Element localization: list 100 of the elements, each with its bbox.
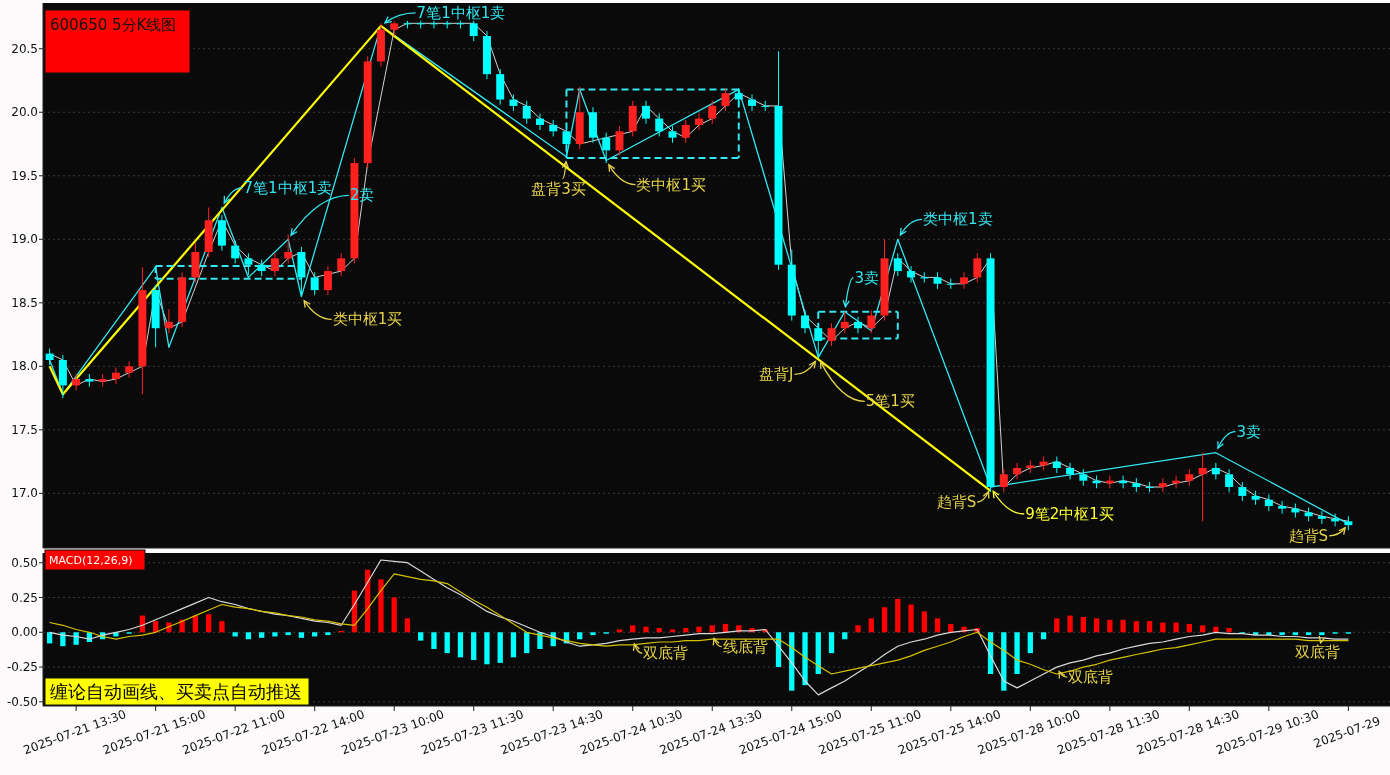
annotation: 双底背 — [643, 644, 689, 663]
candlestick — [761, 100, 770, 112]
annotation: 类中枢1买 — [332, 310, 403, 329]
candlestick — [1238, 481, 1247, 502]
y-tick-label: 19.0 — [11, 232, 38, 247]
annotation: 3卖 — [854, 268, 880, 287]
bar — [1146, 621, 1153, 633]
y-tick-label: -0.25 — [6, 660, 38, 675]
bar — [1133, 621, 1139, 633]
chart-title: MACD(12,26,9) — [49, 554, 133, 567]
bar — [232, 632, 238, 637]
text: 600650 5分K线图 — [50, 16, 177, 34]
candlestick — [535, 113, 544, 131]
candlestick — [1225, 468, 1234, 493]
candlestick — [429, 20, 438, 29]
bar — [510, 632, 517, 658]
bar — [1292, 632, 1299, 636]
candlestick — [867, 309, 876, 334]
bar — [1120, 619, 1126, 633]
candlestick — [164, 308, 173, 334]
bar — [259, 632, 265, 638]
bar — [272, 632, 278, 637]
candlestick — [748, 93, 756, 112]
bar — [1199, 625, 1206, 633]
bar — [1319, 632, 1325, 636]
bar — [590, 632, 596, 636]
candlestick — [111, 367, 120, 385]
y-tick-label: 0.50 — [11, 555, 38, 570]
bar — [1305, 632, 1312, 636]
candlestick — [602, 132, 611, 164]
annotation: 趋背S — [936, 493, 977, 512]
bar — [1067, 615, 1073, 633]
bar — [802, 632, 808, 686]
candlestick — [681, 119, 690, 144]
candlestick — [721, 87, 730, 112]
bar — [696, 626, 702, 633]
y-tick-label: 19.5 — [11, 168, 38, 183]
candlestick — [310, 271, 319, 296]
bar — [418, 632, 424, 641]
bar — [1014, 632, 1020, 675]
candlestick — [522, 100, 531, 125]
bar — [1080, 616, 1086, 633]
candlestick — [907, 265, 916, 283]
y-tick-label: 0.25 — [11, 590, 38, 605]
bar — [1226, 628, 1232, 633]
candlestick — [655, 113, 664, 137]
candlestick — [231, 240, 240, 264]
candlestick — [284, 233, 293, 264]
annotation: 线底背 — [722, 637, 768, 656]
annotation: 类中枢1卖 — [923, 210, 993, 229]
y-tick-label: 20.5 — [11, 41, 38, 56]
annotation: 盘背3买 — [531, 179, 586, 198]
annotation: 7笔1中枢1卖 — [243, 178, 333, 197]
candlestick — [946, 278, 955, 290]
candlestick — [960, 271, 969, 290]
bar — [298, 632, 305, 638]
bar — [524, 632, 530, 654]
bar — [828, 632, 835, 654]
bar — [881, 607, 888, 633]
candlestick — [1066, 462, 1075, 480]
candlestick — [999, 468, 1008, 493]
candlestick — [708, 100, 717, 125]
bar — [1186, 623, 1192, 633]
bar — [709, 625, 715, 633]
bar — [1054, 618, 1060, 633]
bar — [656, 628, 662, 633]
bar — [325, 632, 331, 636]
annotation: 9笔2中枢1买 — [1025, 505, 1114, 524]
candlestick — [973, 252, 982, 283]
annotation: 盘背J — [759, 365, 794, 384]
bar — [842, 632, 848, 640]
bar — [1027, 632, 1033, 654]
candlestick — [840, 311, 849, 334]
candlestick — [893, 252, 902, 277]
bar — [1093, 618, 1100, 633]
candlestick — [920, 271, 929, 283]
candlestick — [323, 265, 332, 296]
y-tick-label: 18.5 — [11, 295, 38, 310]
bar — [404, 618, 411, 633]
bar — [312, 632, 318, 637]
bar — [431, 632, 437, 649]
bar — [683, 628, 689, 633]
bar — [577, 632, 583, 640]
bar — [484, 632, 490, 665]
candlestick — [1145, 481, 1154, 493]
bar — [444, 632, 450, 654]
bar — [921, 611, 927, 633]
bar — [497, 632, 503, 663]
bar — [245, 632, 252, 640]
bar — [60, 632, 66, 647]
bar — [471, 632, 477, 661]
y-tick-label: 0.00 — [11, 625, 38, 640]
candlestick — [244, 252, 253, 276]
bar — [206, 614, 212, 633]
candlestick — [125, 360, 134, 379]
y-tick-label: 17.0 — [11, 486, 38, 501]
y-tick-label: 17.5 — [11, 422, 38, 437]
annotation: 趋背S — [1288, 526, 1329, 545]
candlestick — [1317, 510, 1326, 525]
candlestick — [1013, 462, 1022, 480]
